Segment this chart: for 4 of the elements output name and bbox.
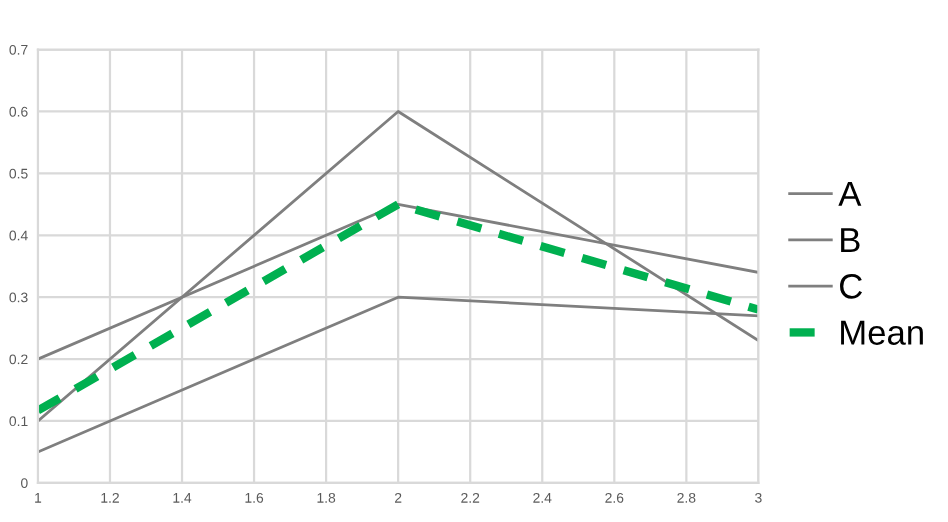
legend-label: A: [838, 181, 862, 206]
legend-label: C: [840, 274, 863, 299]
legend-label: B: [841, 228, 860, 253]
legend-label: Mean: [841, 320, 923, 345]
